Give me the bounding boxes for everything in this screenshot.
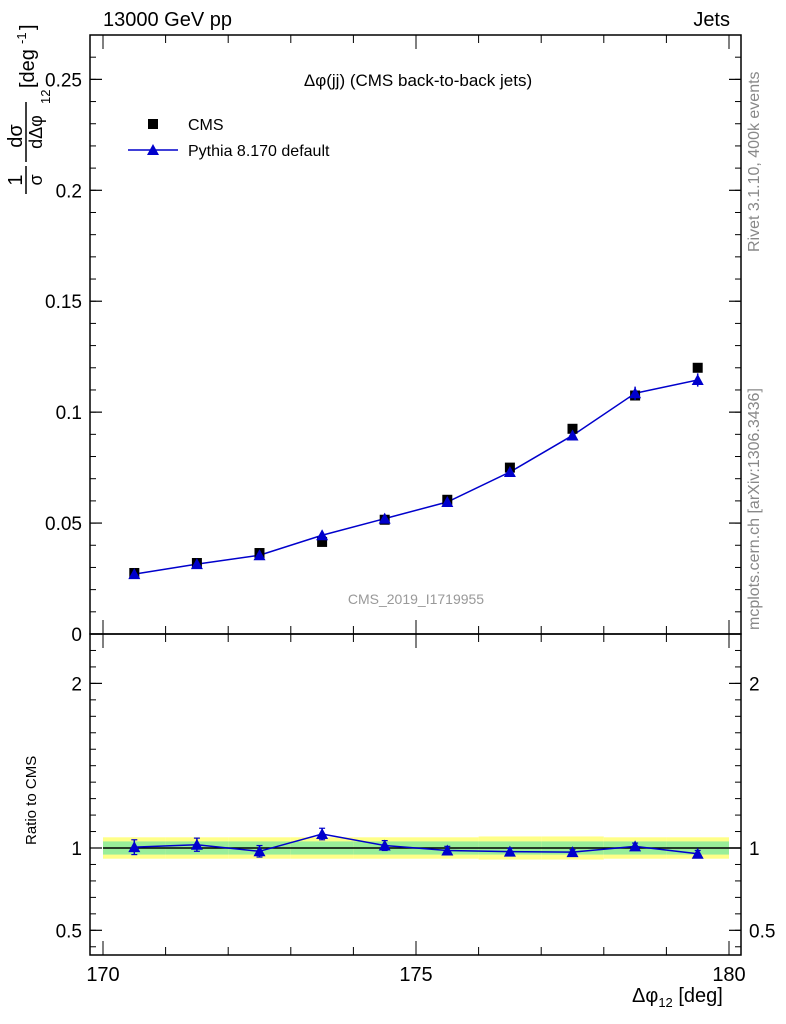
ratio-series-line — [134, 833, 698, 855]
ratio-data-point — [566, 846, 579, 858]
main-y-tick-label: 0.05 — [45, 514, 82, 535]
ratio-data-point — [190, 838, 203, 850]
svg-text:]: ] — [17, 24, 39, 30]
mc-series-line — [134, 379, 698, 575]
ratio-data-point — [253, 845, 266, 857]
mc-data-point — [128, 568, 141, 580]
svg-text:12: 12 — [38, 90, 53, 104]
mc-data-point — [253, 549, 266, 561]
analysis-watermark: CMS_2019_I1719955 — [348, 591, 484, 607]
svg-text:σ: σ — [26, 174, 46, 185]
header-left: 13000 GeV pp — [103, 9, 232, 31]
ratio-y-tick-label-left: 1 — [71, 839, 82, 860]
svg-text:dΔφ: dΔφ — [26, 115, 46, 149]
header-right: Jets — [693, 9, 730, 31]
mc-data-point — [190, 558, 203, 570]
ratio-data-point — [629, 840, 642, 852]
ratio-panel-frame — [89, 633, 742, 956]
ratio-data-point — [441, 844, 454, 856]
ratio-data-point — [503, 845, 516, 857]
x-axis-label-symbol: Δφ — [632, 985, 659, 1007]
x-tick-label: 170 — [86, 964, 119, 986]
ratio-y-tick-label-right: 1 — [749, 839, 760, 860]
mc-data-point — [629, 387, 642, 399]
ratio-y-tick-label-right: 0.5 — [749, 921, 775, 942]
main-y-tick-label: 0 — [71, 625, 82, 646]
svg-text:1: 1 — [5, 174, 27, 185]
ratio-y-tick-label-left: 2 — [71, 674, 82, 695]
x-axis-label-sub: 12 — [658, 995, 673, 1010]
mc-data-point — [378, 512, 391, 524]
ratio-data-point — [691, 847, 704, 859]
mc-data-point — [566, 429, 579, 441]
mc-data-point — [503, 466, 516, 478]
main-y-tick-label: 0.25 — [45, 70, 82, 91]
x-axis-label-unit: [deg] — [678, 985, 723, 1007]
legend-mc-label: Pythia 8.170 default — [188, 143, 330, 160]
svg-text:dσ: dσ — [5, 124, 27, 148]
mc-data-point — [316, 529, 329, 541]
cms-data-point — [567, 423, 578, 434]
cms-data-point — [692, 362, 703, 373]
svg-text:[deg: [deg — [17, 49, 39, 88]
x-tick-label: 180 — [712, 964, 745, 986]
chart-title: Δφ(jj) (CMS back-to-back jets) — [304, 71, 532, 90]
ratio-y-tick-label-left: 0.5 — [56, 921, 82, 942]
mc-data-point — [691, 373, 704, 385]
legend-cms-marker — [148, 119, 158, 129]
ratio-data-point — [128, 841, 141, 853]
x-tick-label: 175 — [399, 964, 432, 986]
mc-data-point — [441, 495, 454, 507]
cms-data-point — [317, 536, 328, 547]
svg-text:-1: -1 — [14, 32, 29, 44]
main-y-tick-label: 0.1 — [56, 403, 82, 424]
ratio-y-tick-label-right: 2 — [749, 674, 760, 695]
ratio-data-point — [316, 828, 329, 840]
legend-mc-marker — [147, 144, 159, 155]
ratio-data-point — [378, 839, 391, 851]
main-y-tick-label: 0.15 — [45, 292, 82, 313]
legend-cms-label: CMS — [188, 117, 224, 134]
main-y-axis-label: 1 σ dσ dΔφ 12 [deg -1 ] — [5, 24, 53, 194]
x-axis-label: Δφ12 [deg] — [632, 985, 723, 1010]
main-y-tick-label: 0.2 — [56, 181, 82, 202]
